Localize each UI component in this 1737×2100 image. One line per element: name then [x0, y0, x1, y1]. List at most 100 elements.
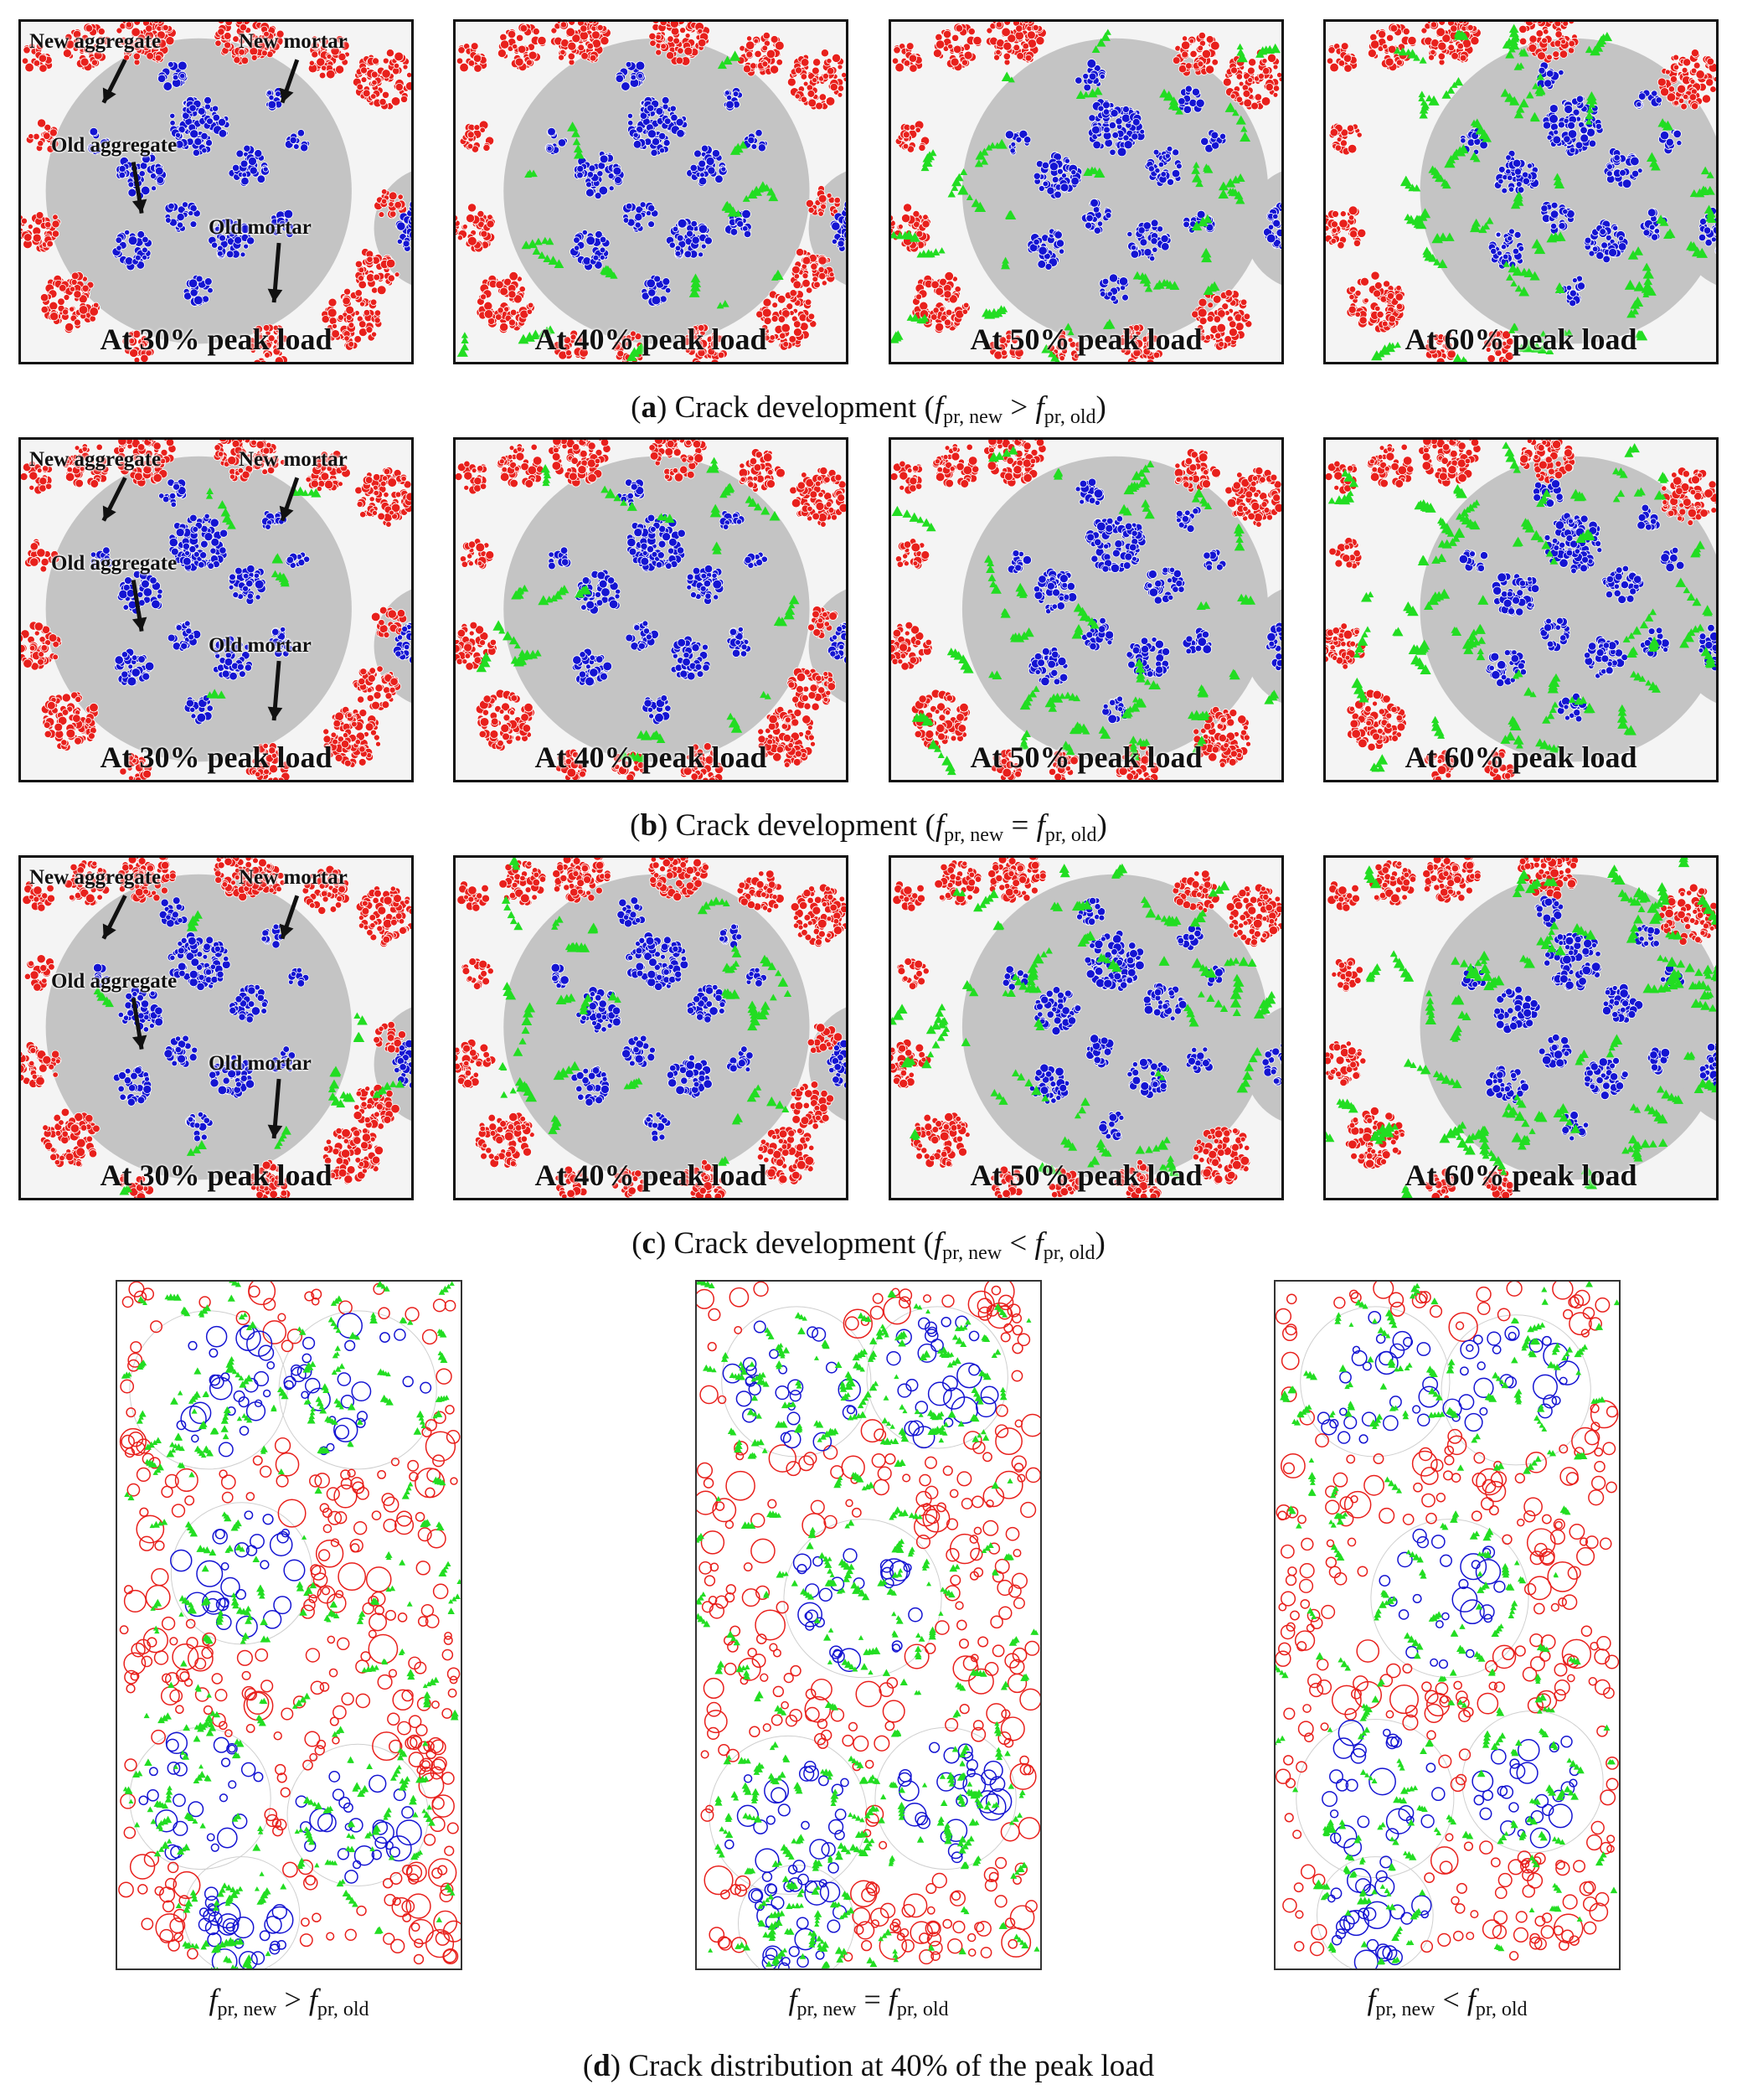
new-aggregate	[1328, 537, 1363, 570]
old-aggregate	[1540, 200, 1575, 235]
subscript: pr, old	[1475, 1999, 1528, 2020]
new-aggregate	[245, 742, 291, 780]
new-aggregate	[1192, 1126, 1251, 1185]
old-aggregate	[114, 648, 155, 687]
new-aggregate	[21, 42, 54, 73]
old-aggregate	[1075, 59, 1106, 92]
caption-paren-open: (	[582, 2049, 594, 2083]
caption-b: (b) Crack development (fpr, new = fpr, o…	[0, 807, 1737, 846]
new-aggregate	[497, 23, 547, 72]
new-aggregate	[1483, 329, 1514, 362]
new-aggregate	[549, 22, 611, 66]
new-aggregate	[21, 621, 62, 671]
new-aggregate	[459, 538, 495, 570]
new-aggregate	[891, 42, 924, 73]
new-aggregate	[1422, 858, 1482, 904]
new-aggregate	[991, 748, 1023, 780]
old-aggregate	[1027, 228, 1065, 271]
old-aggregate-outlines	[722, 1315, 1013, 1968]
old-aggregate	[1200, 129, 1227, 153]
new-aggregate	[891, 460, 924, 495]
old-aggregate	[642, 1111, 672, 1143]
new-aggregate	[1346, 271, 1405, 333]
peak-load-label: At 40% peak load	[534, 740, 767, 774]
old-aggregate	[1556, 275, 1586, 307]
subscript: pr, new	[943, 406, 1003, 428]
new-aggregate	[988, 329, 1024, 360]
crack-panel-c-1: New aggregate New mortar Old aggregate Old …	[18, 855, 414, 1200]
new-aggregate	[1117, 323, 1163, 362]
annotation-new-aggregate: New aggregate	[29, 448, 162, 471]
old-aggregate	[686, 983, 727, 1024]
new-aggregate	[786, 49, 846, 111]
old-aggregate	[726, 1045, 754, 1073]
annotation-old-mortar: Old mortar	[209, 1052, 312, 1075]
specimen-model	[697, 1282, 1040, 1968]
arrow-new-mortar	[279, 477, 300, 522]
peak-load-label: At 50% peak load	[970, 1158, 1203, 1192]
old-aggregate	[1084, 515, 1147, 573]
new-aggregate	[790, 248, 836, 294]
old-aggregate	[827, 622, 846, 664]
new-aggregate	[115, 22, 177, 66]
old-aggregate	[1080, 198, 1112, 235]
arrow-new-aggregate	[101, 895, 127, 940]
new-aggregate	[736, 869, 785, 914]
old-aggregate	[1033, 986, 1082, 1036]
new-aggregate	[246, 1158, 291, 1198]
old-aggregate	[615, 60, 646, 91]
crack-particles	[93, 910, 405, 1195]
old-aggregate	[1143, 566, 1186, 605]
new-aggregate	[786, 667, 837, 711]
new-aggregate	[910, 1112, 971, 1169]
old-aggregate	[573, 151, 625, 200]
symbol-f: f	[935, 808, 945, 843]
operator: =	[1003, 808, 1037, 843]
arrow-new-aggregate	[101, 59, 127, 104]
operator: >	[1003, 390, 1036, 425]
distribution-panel-3	[1274, 1280, 1621, 1970]
old-aggregate	[575, 569, 621, 615]
new-aggregate	[1172, 31, 1220, 77]
old-aggregate	[183, 274, 214, 307]
old-aggregate	[1087, 98, 1146, 157]
peak-load-label: At 40% peak load	[534, 322, 767, 356]
new-aggregate	[25, 118, 59, 153]
old-aggregate	[1533, 895, 1564, 928]
new-aggregate	[682, 323, 728, 362]
crack-particles	[1326, 858, 1716, 1198]
crack-particles	[205, 486, 322, 699]
new-aggregate	[459, 120, 495, 153]
old-aggregate	[1004, 129, 1032, 156]
operator: =	[856, 1983, 889, 2016]
new-aggregate	[475, 689, 535, 751]
old-aggregate	[266, 209, 295, 239]
new-aggregate	[553, 329, 589, 360]
new-aggregate	[990, 1165, 1025, 1198]
old-aggregate	[1176, 924, 1204, 952]
old-mortar-region-edge	[1244, 589, 1281, 704]
old-mortar-region	[503, 456, 810, 762]
new-aggregate	[322, 1126, 384, 1185]
old-aggregate	[1487, 228, 1525, 270]
old-aggregate	[1583, 219, 1629, 264]
crack-particles	[1276, 1282, 1619, 1965]
operator: <	[1002, 1226, 1035, 1261]
symbol-f: f	[888, 1983, 897, 2016]
caption-d: (d) Crack distribution at 40% of the pea…	[0, 2048, 1737, 2084]
crack-panel-a-1: New aggregate New mortar Old aggregate Old …	[18, 19, 414, 364]
subscript: pr, old	[1044, 406, 1096, 428]
peak-load-label: At 50% peak load	[970, 740, 1203, 774]
peak-load-label: At 60% peak load	[1405, 740, 1637, 774]
new-aggregate	[352, 665, 402, 711]
annotation-new-mortar: New mortar	[239, 448, 348, 471]
old-aggregate	[1007, 550, 1032, 575]
arrow-new-aggregate	[101, 477, 127, 522]
subscript: pr, new	[217, 1999, 277, 2020]
old-aggregate	[164, 201, 201, 233]
new-aggregate	[307, 35, 350, 80]
old-aggregate	[1539, 617, 1571, 653]
new-aggregate	[755, 289, 817, 351]
old-aggregate	[548, 546, 572, 570]
new-aggregate	[39, 1107, 101, 1169]
